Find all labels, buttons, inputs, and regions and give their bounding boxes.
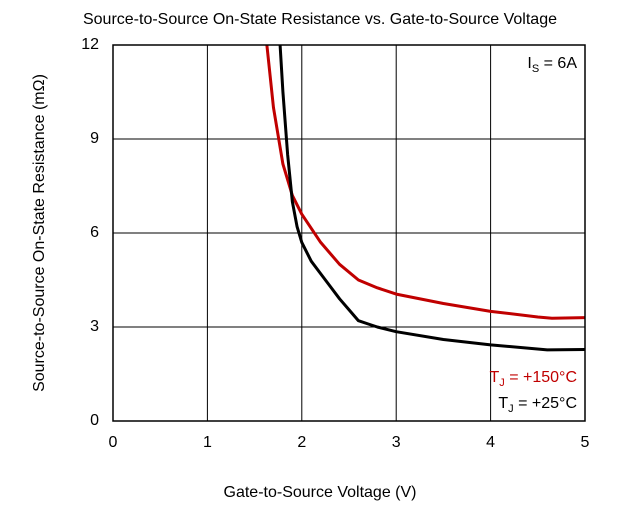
data-line [278, 45, 585, 352]
x-axis-label: Gate-to-Source Voltage (V) [224, 484, 417, 501]
x-tick-label: 2 [297, 434, 306, 451]
chart-title: Source-to-Source On-State Resistance vs.… [83, 11, 557, 28]
legend-entry: TJ = +150°C [489, 369, 577, 389]
x-tick-label: 4 [486, 434, 495, 451]
x-tick-label: 0 [109, 434, 118, 451]
x-tick-label: 3 [392, 434, 401, 451]
y-tick-label: 0 [90, 412, 99, 429]
x-tick-label: 5 [581, 434, 590, 451]
annotation: IS = 6A [527, 55, 577, 75]
y-tick-label: 9 [90, 130, 99, 147]
data-line [265, 45, 585, 320]
plot-border [112, 44, 586, 422]
y-tick-label: 12 [81, 36, 99, 53]
y-axis-label: Source-to-Source On-State Resistance (mΩ… [31, 74, 48, 392]
y-tick-label: 6 [90, 224, 99, 241]
x-tick-label: 1 [203, 434, 212, 451]
legend-entry: TJ = +25°C [498, 395, 577, 415]
y-tick-label: 3 [90, 318, 99, 335]
